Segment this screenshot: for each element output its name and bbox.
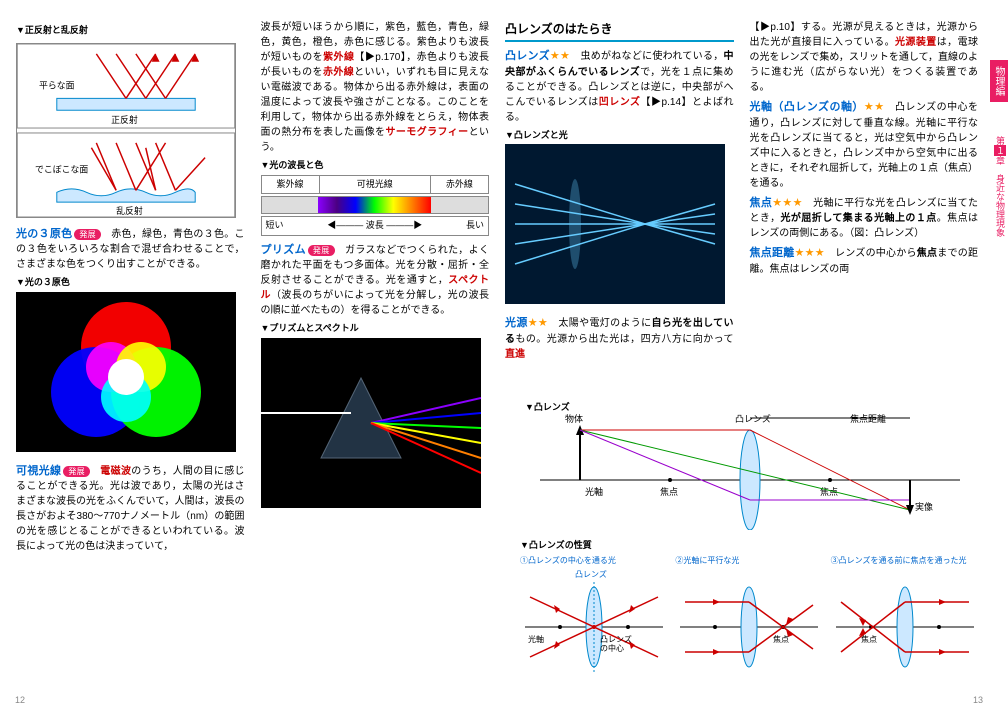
page-number-right: 13 [973, 694, 983, 708]
lens-properties: ▼凸レンズの性質 ①凸レンズの中心を通る光 凸レンズ 光軸 凸レンズの中心 ②光… [520, 535, 980, 682]
badge: 発展 [63, 466, 90, 477]
section-title: 凸レンズのはたらき [505, 20, 734, 42]
svg-text:焦点: 焦点 [773, 634, 789, 644]
stars-icon: ★★★ [772, 197, 803, 209]
svg-text:光軸: 光軸 [585, 486, 603, 497]
prism-caption: ▼プリズムとスペクトル [261, 322, 490, 336]
device-term: 光源装置 [895, 37, 937, 48]
prism-term: プリズム [261, 244, 306, 256]
lens-ray-diagram: ▼凸レンズ 物体 焦点 焦点 光軸 凸レンズ 焦点距離 実像 [520, 400, 980, 530]
wavelength-text: 波長が短いほうから順に，紫色，藍色，青色，緑色，黄色，橙色，赤色に感じる。紫色よ… [261, 20, 490, 155]
focal-para: 焦点距離★★★ レンズの中心から焦点までの距離。焦点はレンズの両 [750, 245, 979, 277]
svg-text:乱反射: 乱反射 [116, 205, 143, 216]
focus-para: 焦点★★★ 光軸に平行な光を凸レンズに当てたとき，光が屈折して集まる光軸上の１点… [750, 195, 979, 242]
primary-colors-para: 光の３原色発展 赤色，緑色，青色の３色。この３色をいろいろな割合で混ぜ合わせるこ… [16, 226, 245, 273]
side-tab-physics: 物理編 [990, 60, 1008, 102]
device-para: 【▶p.10】する。光源が見えるときは，光源から出た光が直接目に入っている。光源… [750, 20, 979, 95]
column-2: 波長が短いほうから順に，紫色，藍色，青色，緑色，黄色，橙色，赤色に感じる。紫色よ… [253, 20, 498, 709]
stars-icon: ★★ [864, 101, 885, 113]
svg-text:焦点: 焦点 [660, 486, 678, 497]
ir-term: 赤外線 [323, 67, 354, 78]
svg-text:物体: 物体 [565, 413, 583, 424]
uv-term: 紫外線 [323, 52, 354, 63]
svg-text:平らな面: 平らな面 [39, 80, 75, 90]
convex-term: 凸レンズ [505, 50, 550, 62]
column-1: ▼正反射と乱反射 平らな面 正反射 でこぼこな面 乱反射 [8, 20, 253, 709]
svg-text:実像: 実像 [915, 501, 933, 512]
source-para: 光源★★ 太陽や電灯のように自ら光を出しているもの。光源から出た光は，四方八方に… [505, 315, 734, 362]
svg-text:凸レンズ: 凸レンズ [600, 634, 632, 644]
rgb-diagram [16, 292, 236, 452]
stars-icon: ★★ [528, 317, 548, 329]
svg-text:でこぼこな面: でこぼこな面 [35, 164, 88, 174]
badge: 発展 [308, 245, 335, 256]
straight-term: 直進 [505, 349, 525, 360]
axis-para: 光軸（凸レンズの軸）★★ 凸レンズの中心を通り，凸レンズに対して垂直な線。光軸に… [750, 99, 979, 191]
spectrum-caption: ▼光の波長と色 [261, 159, 490, 173]
side-tab-chapter: 第１章 身近な物理現象 [990, 130, 1008, 243]
prop2-diagram: 焦点 [675, 567, 823, 677]
stars-icon: ★★★ [794, 247, 824, 259]
svg-text:▼凸レンズ: ▼凸レンズ [525, 401, 570, 412]
svg-text:凸レンズ: 凸レンズ [575, 569, 607, 579]
reflection-caption: ▼正反射と乱反射 [16, 24, 245, 38]
axis-term: 光軸（凸レンズの軸） [750, 101, 864, 113]
thermo-term: サーモグラフィー [385, 127, 468, 138]
stars-icon: ★★ [550, 50, 570, 62]
visible-light-para: 可視光線発展 電磁波のうち，人間の目に感じることができる光。光は波であり，太陽の… [16, 463, 245, 555]
lens-light-image [505, 144, 725, 304]
svg-text:の中心: の中心 [600, 643, 624, 653]
prop1-diagram: 凸レンズ 光軸 凸レンズの中心 [520, 567, 668, 677]
primary-term: 光の３原色 [16, 228, 72, 240]
source-term: 光源 [505, 317, 528, 329]
em-term: 電磁波 [100, 466, 131, 477]
spectrum-diagram: 紫外線 可視光線 赤外線 短い ◀――― 波長 ―――▶ 長い [261, 175, 490, 236]
focal-term: 焦点距離 [750, 247, 795, 259]
prop3-diagram: 焦点 [831, 567, 979, 677]
svg-text:光軸: 光軸 [528, 634, 544, 644]
svg-text:焦点: 焦点 [861, 634, 877, 644]
badge: 発展 [74, 229, 101, 240]
prop1-label: ①凸レンズの中心を通る光 [520, 555, 669, 567]
reflection-diagram: 平らな面 正反射 でこぼこな面 乱反射 [16, 43, 236, 218]
rgb-caption: ▼光の３原色 [16, 276, 245, 290]
svg-text:正反射: 正反射 [111, 114, 138, 125]
prop2-label: ②光軸に平行な光 [675, 555, 824, 567]
concave-term: 凹レンズ [599, 97, 641, 108]
page-number-left: 12 [15, 694, 25, 708]
focus-term: 焦点 [750, 197, 773, 209]
property-caption: ▼凸レンズの性質 [520, 539, 980, 553]
prop3-label: ③凸レンズを通る前に焦点を通った光 [831, 555, 980, 567]
prism-para: プリズム発展 ガラスなどでつくられた，よく磨かれた平面をもつ多面体。光を分散・屈… [261, 242, 490, 319]
convex-para: 凸レンズ★★ 虫めがねなどに使われている，中央部がふくらんでいるレンズで，光を１… [505, 48, 734, 125]
lens-light-caption: ▼凸レンズと光 [505, 129, 734, 143]
visible-term: 可視光線 [16, 465, 61, 477]
prism-image [261, 338, 481, 508]
